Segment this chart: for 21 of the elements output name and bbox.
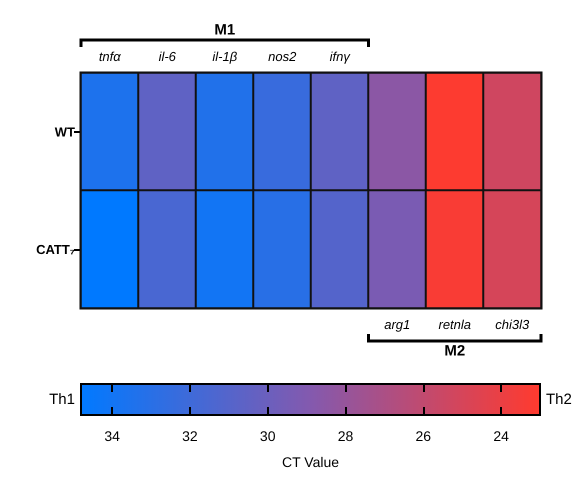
x-tick-label: il-6 <box>158 49 177 64</box>
x-tick-label: tnfα <box>98 49 122 64</box>
x-tick-label: arg1 <box>384 317 410 332</box>
color-bar-label: 34 <box>104 428 120 444</box>
color-bar-label: 24 <box>493 428 510 444</box>
text: M1 <box>214 22 236 38</box>
color-bar-label: 28 <box>338 428 354 444</box>
x-tick-label: retnla <box>438 317 472 332</box>
y-tick-label: CATT₇ <box>36 242 75 257</box>
color-bar-label: 32 <box>182 428 198 444</box>
x-tick-label: il-1β <box>212 49 238 64</box>
y-tick-label: WT <box>54 124 76 140</box>
text: Th2 <box>546 391 572 408</box>
text: Th1 <box>49 391 75 408</box>
text: M2 <box>444 342 466 360</box>
x-tick-label: ifnγ <box>330 49 352 64</box>
x-tick-label: chi3l3 <box>495 317 530 332</box>
color-bar-label: 30 <box>260 428 276 444</box>
x-tick-label: nos2 <box>268 49 298 64</box>
color-bar-label: 26 <box>416 428 432 444</box>
color-bar-title: CT Value <box>282 454 340 470</box>
